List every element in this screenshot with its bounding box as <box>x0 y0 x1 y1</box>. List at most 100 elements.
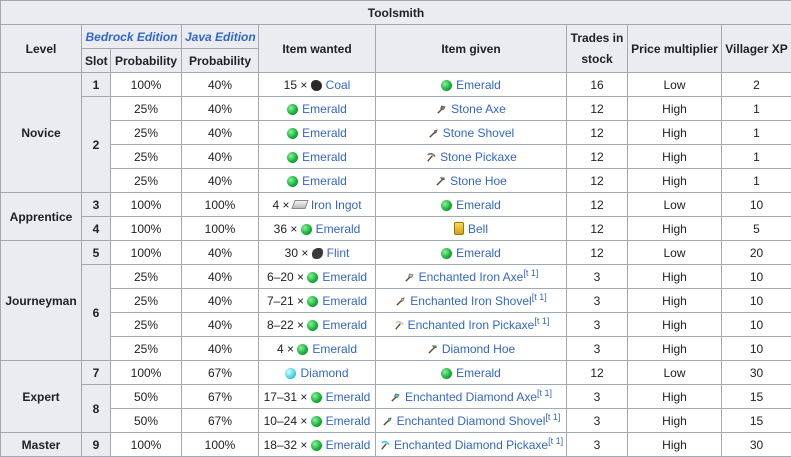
footnote-link[interactable]: [t 1] <box>523 268 538 278</box>
shovel-icon <box>395 296 406 307</box>
item-given-link[interactable]: Enchanted Iron Pickaxe <box>408 318 535 332</box>
bedrock-probability: 100% <box>111 241 182 265</box>
wanted-quantity: 4 × <box>272 198 292 212</box>
item-wanted-link[interactable]: Iron Ingot <box>311 198 362 212</box>
footnote-link[interactable]: [t 1] <box>537 388 552 398</box>
footnote-link[interactable]: [t 1] <box>545 412 560 422</box>
price-multiplier: High <box>628 313 722 337</box>
footnote-link[interactable]: [t 1] <box>532 292 547 302</box>
java-edition-link[interactable]: Java Edition <box>185 30 256 44</box>
java-probability: 67% <box>182 409 259 433</box>
villager-xp: 1 <box>722 97 791 121</box>
item-wanted-link[interactable]: Emerald <box>322 318 367 332</box>
bedrock-edition-link[interactable]: Bedrock Edition <box>85 30 177 44</box>
slot-cell: 3 <box>82 193 111 217</box>
item-given-link[interactable]: Stone Pickaxe <box>440 150 517 164</box>
bedrock-probability: 25% <box>111 313 182 337</box>
villager-xp: 30 <box>722 361 791 385</box>
item-wanted-link[interactable]: Emerald <box>322 270 367 284</box>
item-wanted-link[interactable]: Emerald <box>302 126 347 140</box>
emerald-icon <box>307 320 318 331</box>
item-wanted-link[interactable]: Emerald <box>326 438 371 452</box>
price-multiplier: High <box>628 217 722 241</box>
footnote-link[interactable]: [t 1] <box>548 436 563 446</box>
villager-xp: 1 <box>722 169 791 193</box>
item-wanted-link[interactable]: Emerald <box>316 222 361 236</box>
header-java-edition[interactable]: Java Edition <box>182 25 259 49</box>
item-given-link[interactable]: Emerald <box>456 366 501 380</box>
item-given-cell: Stone Pickaxe <box>376 145 567 169</box>
item-given-cell: Enchanted Iron Pickaxe[t 1] <box>376 313 567 337</box>
item-wanted-link[interactable]: Flint <box>327 246 350 260</box>
item-given-link[interactable]: Stone Hoe <box>450 174 507 188</box>
bell-icon <box>454 222 464 235</box>
item-wanted-link[interactable]: Emerald <box>302 102 347 116</box>
price-multiplier: Low <box>628 193 722 217</box>
item-wanted-cell: 6–20 × Emerald <box>259 265 376 289</box>
villager-xp: 1 <box>722 145 791 169</box>
emerald-icon <box>301 224 312 235</box>
villager-xp: 30 <box>722 433 791 457</box>
price-multiplier: Low <box>628 361 722 385</box>
emerald-icon <box>287 104 298 115</box>
item-wanted-link[interactable]: Diamond <box>300 366 348 380</box>
item-wanted-link[interactable]: Emerald <box>326 414 371 428</box>
wanted-quantity: 6–20 × <box>267 270 307 284</box>
item-wanted-cell: 17–31 × Emerald <box>259 385 376 409</box>
header-villager-xp: Villager XP <box>722 25 791 73</box>
item-given-link[interactable]: Stone Axe <box>451 102 506 116</box>
price-multiplier: Low <box>628 73 722 97</box>
bedrock-probability: 100% <box>111 73 182 97</box>
trades-in-stock: 3 <box>567 409 628 433</box>
item-given-link[interactable]: Emerald <box>456 198 501 212</box>
item-wanted-link[interactable]: Emerald <box>302 174 347 188</box>
slot-cell: 1 <box>82 73 111 97</box>
item-given-link[interactable]: Enchanted Diamond Shovel <box>397 414 546 428</box>
java-probability: 40% <box>182 121 259 145</box>
trades-in-stock: 3 <box>567 313 628 337</box>
axe-icon <box>436 104 447 115</box>
bedrock-probability: 25% <box>111 169 182 193</box>
item-wanted-cell: 18–32 × Emerald <box>259 433 376 457</box>
price-multiplier: High <box>628 265 722 289</box>
price-multiplier: High <box>628 433 722 457</box>
item-given-cell: Emerald <box>376 361 567 385</box>
header-probability-bedrock: Probability <box>111 49 182 73</box>
item-wanted-link[interactable]: Emerald <box>302 150 347 164</box>
item-given-link[interactable]: Stone Shovel <box>443 126 514 140</box>
footnote-link[interactable]: [t 1] <box>534 316 549 326</box>
price-multiplier: High <box>628 409 722 433</box>
item-given-link[interactable]: Diamond Hoe <box>442 342 515 356</box>
flint-icon <box>312 248 323 259</box>
item-wanted-cell: 8–22 × Emerald <box>259 313 376 337</box>
item-given-link[interactable]: Enchanted Iron Shovel <box>410 294 531 308</box>
item-given-link[interactable]: Enchanted Diamond Pickaxe <box>394 438 548 452</box>
price-multiplier: High <box>628 121 722 145</box>
item-given-link[interactable]: Emerald <box>456 78 501 92</box>
item-given-link[interactable]: Bell <box>468 222 488 236</box>
item-given-link[interactable]: Emerald <box>456 246 501 260</box>
header-bedrock-edition[interactable]: Bedrock Edition <box>82 25 182 49</box>
java-probability: 100% <box>182 193 259 217</box>
trades-in-stock: 3 <box>567 433 628 457</box>
item-given-link[interactable]: Enchanted Iron Axe <box>419 270 524 284</box>
trades-in-stock: 16 <box>567 73 628 97</box>
item-wanted-link[interactable]: Emerald <box>322 294 367 308</box>
level-master: Master <box>1 433 82 457</box>
item-given-cell: Emerald <box>376 193 567 217</box>
item-wanted-link[interactable]: Coal <box>326 78 351 92</box>
item-wanted-link[interactable]: Emerald <box>312 342 357 356</box>
trades-in-stock: 12 <box>567 97 628 121</box>
bedrock-probability: 25% <box>111 145 182 169</box>
emerald-icon <box>311 440 322 451</box>
item-wanted-link[interactable]: Emerald <box>326 390 371 404</box>
header-item-wanted: Item wanted <box>259 25 376 73</box>
item-given-link[interactable]: Enchanted Diamond Axe <box>405 390 537 404</box>
item-given-cell: Enchanted Iron Shovel[t 1] <box>376 289 567 313</box>
java-probability: 67% <box>182 361 259 385</box>
villager-xp: 10 <box>722 289 791 313</box>
bedrock-probability: 100% <box>111 217 182 241</box>
